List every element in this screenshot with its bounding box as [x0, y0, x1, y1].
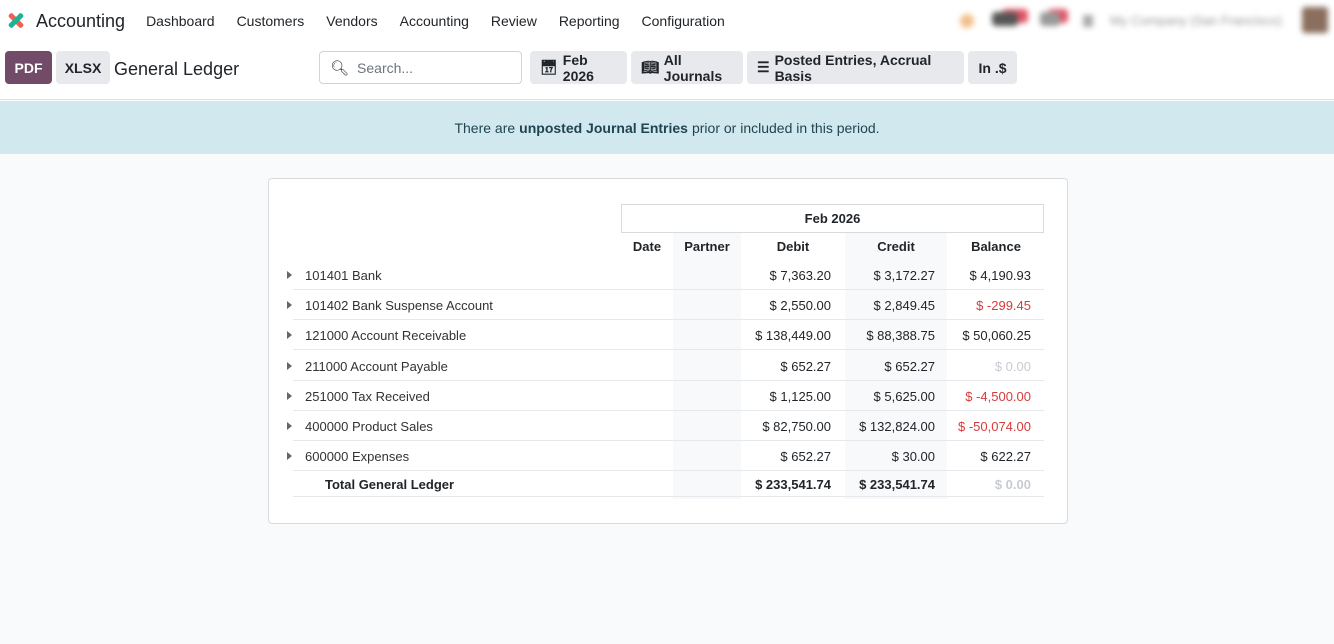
activity-icon[interactable] [1040, 12, 1060, 26]
alert-text-end: prior or included in this period. [691, 119, 880, 136]
options-filter-button[interactable]: ☰ Posted Entries, Accrual Basis [747, 51, 964, 84]
table-row[interactable]: 121000 Account Receivable $ 138,449.00 $… [287, 320, 1044, 351]
page-title: General Ledger [114, 59, 240, 79]
total-label: Total General Ledger [325, 477, 455, 493]
account-name[interactable]: 600000 Expenses [305, 449, 410, 465]
debit-value: $ 652.27 [780, 449, 831, 465]
alert-text: There are [454, 119, 516, 136]
alert-link[interactable]: unposted Journal Entries [519, 119, 688, 136]
table-row[interactable]: 211000 Account Payable $ 652.27 $ 652.27… [287, 351, 1044, 381]
menu-vendors[interactable]: Vendors [326, 13, 378, 29]
expand-caret-icon[interactable] [287, 301, 292, 310]
balance-value: $ 50,060.25 [962, 328, 1031, 344]
menu-dashboard[interactable]: Dashboard [146, 13, 215, 29]
book-icon: 📖︎ [641, 59, 659, 75]
avatar[interactable] [1302, 7, 1328, 33]
period-header: Feb 2026 [621, 204, 1044, 233]
credit-value: $ 88,388.75 [866, 328, 935, 344]
app-logo-icon[interactable] [5, 10, 27, 32]
balance-value: $ 4,190.93 [969, 268, 1031, 283]
total-debit: $ 233,541.74 [755, 477, 831, 493]
account-name[interactable]: 211000 Account Payable [305, 358, 448, 374]
debit-value: $ 652.27 [780, 358, 831, 374]
col-date: Date [632, 239, 662, 254]
pdf-button[interactable]: PDF [5, 51, 52, 84]
col-partner: Partner [684, 239, 730, 254]
expand-caret-icon[interactable] [287, 452, 292, 461]
account-name[interactable]: 121000 Account Receivable [305, 328, 467, 344]
menu-accounting[interactable]: Accounting [399, 13, 469, 29]
menu-review[interactable]: Review [490, 13, 537, 29]
expand-caret-icon[interactable] [287, 422, 292, 430]
menu-customers[interactable]: Customers [236, 13, 305, 29]
company-name[interactable]: My Company (San Francisco) [1110, 13, 1282, 28]
top-navbar: Accounting Dashboard Customers Vendors A… [0, 0, 1334, 42]
debit-value: $ 1,125.00 [769, 388, 831, 404]
credit-column-shade [845, 233, 947, 499]
period-filter-button[interactable]: 📅︎ Feb 2026 [530, 51, 627, 84]
journals-filter-button[interactable]: 📖︎ All Journals [631, 51, 743, 84]
balance-value: $ -4,500.00 [965, 388, 1031, 404]
debit-value: $ 82,750.00 [762, 419, 831, 434]
debug-icon[interactable] [960, 14, 974, 28]
options-label: Posted Entries, Accrual Basis [774, 51, 932, 84]
table-row[interactable]: 251000 Tax Received $ 1,125.00 $ 5,625.0… [287, 381, 1044, 411]
search-input[interactable]: 🔍︎ Search... [319, 51, 522, 84]
report-card: Feb 2026 Date Partner Debit Credit Balan… [268, 178, 1068, 524]
sliders-icon: ☰ [757, 59, 770, 75]
search-placeholder: Search... [357, 59, 414, 76]
table-row[interactable]: 101402 Bank Suspense Account $ 2,550.00 … [287, 290, 1044, 321]
currency-button[interactable]: In .$ [968, 51, 1017, 84]
journals-label: All Journals [663, 51, 723, 84]
total-credit: $ 233,541.74 [859, 477, 935, 493]
total-row: Total General Ledger $ 233,541.74 $ 233,… [293, 469, 1044, 498]
app-name[interactable]: Accounting [36, 10, 126, 31]
table-row[interactable]: 101401 Bank $ 7,363.20 $ 3,172.27 $ 4,19… [287, 260, 1044, 290]
chat-icon[interactable] [992, 12, 1018, 26]
col-credit: Credit [877, 239, 915, 254]
search-icon: 🔍︎ [330, 59, 350, 77]
expand-caret-icon[interactable] [287, 271, 292, 279]
table-row[interactable]: 400000 Product Sales $ 82,750.00 $ 132,8… [287, 411, 1044, 441]
debit-value: $ 138,449.00 [755, 328, 831, 344]
debit-value: $ 7,363.20 [769, 268, 831, 283]
control-panel: PDF XLSX General Ledger 🔍︎ Search... 📅︎ F… [0, 42, 1334, 100]
total-balance: $ 0.00 [994, 477, 1031, 493]
menu-configuration[interactable]: Configuration [641, 13, 725, 29]
col-balance: Balance [971, 239, 1021, 254]
credit-value: $ 30.00 [891, 449, 935, 465]
balance-value: $ 622.27 [980, 449, 1031, 465]
company-switch-icon[interactable] [1083, 15, 1093, 27]
balance-value: $ -299.45 [976, 298, 1031, 314]
calendar-icon: 📅︎ [540, 59, 558, 75]
balance-value: $ 0.00 [994, 358, 1031, 374]
expand-caret-icon[interactable] [287, 391, 292, 400]
account-name[interactable]: 101402 Bank Suspense Account [305, 298, 493, 314]
debit-value: $ 2,550.00 [769, 298, 831, 314]
unposted-alert: There are unposted Journal Entries prior… [0, 101, 1334, 154]
menu-reporting[interactable]: Reporting [558, 13, 620, 29]
balance-value: $ -50,074.00 [957, 419, 1031, 434]
period-label: Feb 2026 [562, 51, 594, 84]
credit-value: $ 5,625.00 [873, 388, 935, 404]
expand-caret-icon[interactable] [287, 331, 292, 340]
col-debit: Debit [776, 239, 810, 254]
credit-value: $ 652.27 [884, 358, 935, 374]
table-row[interactable]: 600000 Expenses $ 652.27 $ 30.00 $ 622.2… [287, 441, 1044, 472]
xlsx-button[interactable]: XLSX [56, 51, 110, 84]
account-name[interactable]: 251000 Tax Received [305, 388, 430, 404]
expand-caret-icon[interactable] [287, 361, 292, 370]
partner-column-shade [673, 233, 741, 499]
credit-value: $ 132,824.00 [859, 419, 935, 434]
credit-value: $ 3,172.27 [873, 268, 935, 283]
account-name[interactable]: 400000 Product Sales [305, 419, 433, 434]
credit-value: $ 2,849.45 [873, 298, 935, 314]
account-name[interactable]: 101401 Bank [305, 268, 382, 283]
